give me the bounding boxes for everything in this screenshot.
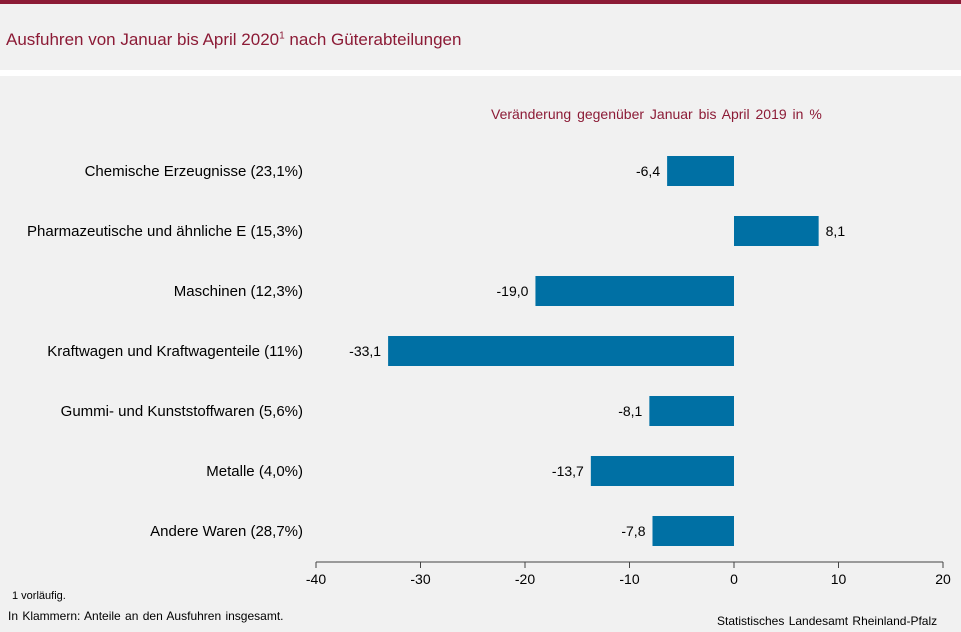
x-tick-label: 0 [730, 571, 738, 587]
category-label: Maschinen (12,3%) [174, 283, 303, 300]
category-label: Gummi- und Kunststoffwaren (5,6%) [61, 403, 303, 420]
data-label: -13,7 [552, 463, 584, 479]
footnote-preliminary: 1 vorläufig. [12, 590, 66, 602]
x-tick-label: 20 [935, 571, 951, 587]
bar [652, 516, 734, 546]
category-label: Kraftwagen und Kraftwagenteile (11%) [47, 343, 303, 360]
chart-subtitle: Veränderung gegenüber Januar bis April 2… [491, 106, 822, 122]
bar [649, 396, 734, 426]
data-label: 8,1 [826, 223, 846, 239]
data-label: -7,8 [621, 523, 645, 539]
x-tick-label: -40 [306, 571, 326, 587]
bar [667, 156, 734, 186]
x-tick-label: -10 [619, 571, 639, 587]
bar [590, 456, 734, 486]
category-label: Metalle (4,0%) [206, 463, 303, 480]
data-label: -19,0 [497, 283, 529, 299]
data-label: -8,1 [618, 403, 642, 419]
data-label: -6,4 [636, 163, 660, 179]
header-separator [0, 70, 961, 76]
x-tick-label: -20 [515, 571, 535, 587]
title-text: Ausfuhren von Januar bis April 2020 [6, 30, 280, 49]
bar [734, 216, 819, 246]
category-label: Chemische Erzeugnisse (23,1%) [85, 163, 303, 180]
x-tick-label: 10 [831, 571, 847, 587]
bar [535, 276, 734, 306]
title-text-end: nach Güterabteilungen [284, 30, 462, 49]
page-title: Ausfuhren von Januar bis April 20201 nac… [6, 30, 461, 50]
category-label: Andere Waren (28,7%) [150, 523, 303, 540]
bar [388, 336, 734, 366]
top-accent-bar [0, 0, 961, 4]
footnote-shares: In Klammern: Anteile an den Ausfuhren in… [8, 609, 284, 623]
x-tick-label: -30 [410, 571, 430, 587]
title-footnote-mark: 1 [279, 30, 285, 42]
category-label: Pharmazeutische und ähnliche E (15,3%) [27, 223, 303, 240]
source-label: Statistisches Landesamt Rheinland-Pfalz [717, 614, 938, 628]
data-label: -33,1 [349, 343, 381, 359]
